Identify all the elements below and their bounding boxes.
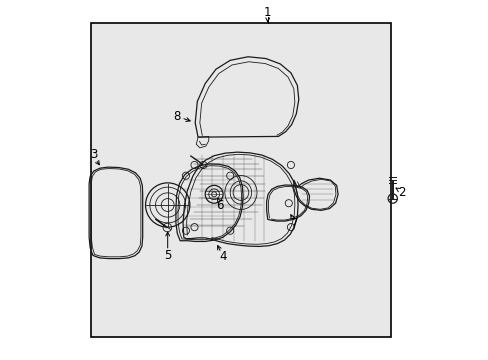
Text: 6: 6: [215, 198, 223, 212]
Text: 7: 7: [290, 217, 298, 230]
Text: 8: 8: [173, 110, 180, 123]
Text: 2: 2: [397, 186, 405, 199]
Text: 4: 4: [219, 250, 226, 263]
Text: 1: 1: [264, 6, 271, 19]
Text: 3: 3: [90, 148, 97, 162]
Text: 5: 5: [163, 248, 171, 261]
Bar: [91, 23, 390, 337]
Bar: [91, 23, 390, 337]
